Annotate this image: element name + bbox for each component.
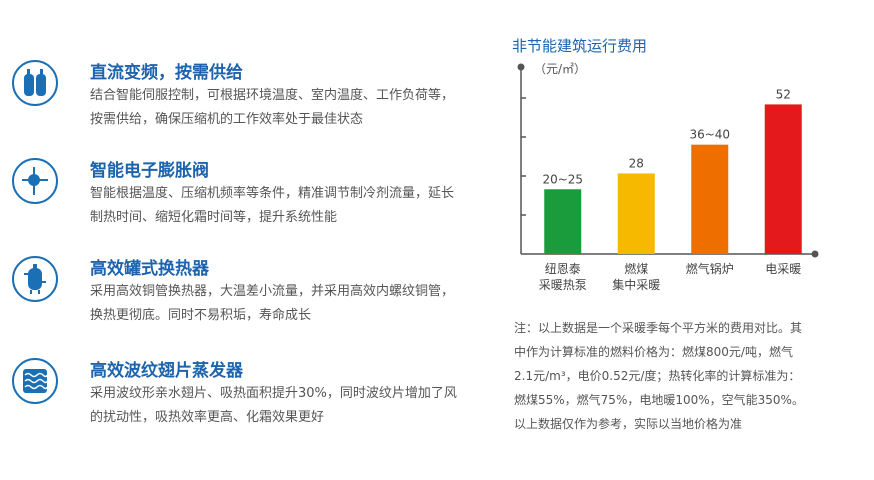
feature-item: 智能电子膨胀阀 智能根据温度、压缩机频率等条件，精准调节制冷剂流量，延长制热时间… [12,156,482,236]
feature-description: 智能根据温度、压缩机频率等条件，精准调节制冷剂流量，延长制热时间、缩短化霜时间等… [90,186,455,225]
evaporator-icon [12,358,58,404]
bar [764,104,802,255]
y-axis-unit: （元/㎡） [534,62,587,76]
feature-description: 结合智能伺服控制，可根据环境温度、室内温度、工作负荷等，按需供给，确保压缩机的工… [90,88,455,127]
compressor-icon [12,60,58,106]
category-label: 采暖热泵 [539,278,587,292]
bar [691,144,729,254]
feature-item: 高效波纹翅片蒸发器 采用波纹形亲水翅片、吸热面积提升30%，同时波纹片增加了风的… [12,356,482,436]
data-label: 36~40 [689,128,730,142]
category-label: 燃气锅炉 [686,261,734,276]
chart-title: 非节能建筑运行费用 [512,37,648,55]
bar [617,173,655,254]
data-label: 20~25 [542,172,583,186]
data-label: 28 [629,156,644,170]
feature-title: 智能电子膨胀阀 [90,161,209,181]
feature-description: 采用波纹形亲水翅片、吸热面积提升30%，同时波纹片增加了风的扰动性，吸热效率更高… [90,386,457,425]
bar [544,189,582,254]
category-label: 集中采暖 [612,277,660,292]
data-label: 52 [776,87,791,101]
feature-item: 直流变频，按需供给 结合智能伺服控制，可根据环境温度、室内温度、工作负荷等，按需… [12,58,482,138]
feature-title: 高效波纹翅片蒸发器 [90,361,243,381]
category-label: 电采暖 [765,262,801,276]
feature-title: 高效罐式换热器 [90,259,209,279]
category-label: 燃煤 [624,261,648,276]
category-label: 纽恩泰 [545,262,581,276]
expansion-valve-icon [12,158,58,204]
x-axis-end-dot [811,250,819,258]
feature-description: 采用高效铜管换热器，大温差小流量，并采用高效内螺纹铜管，换热更彻底。同时不易积垢… [90,284,455,323]
chart-note: 注：以上数据是一个采暖季每个平方米的费用对比。其中作为计算标准的燃料价格为：燃煤… [514,321,804,431]
feature-title: 直流变频，按需供给 [90,63,243,83]
tank-heat-exchanger-icon [12,256,58,302]
feature-item: 高效罐式换热器 采用高效铜管换热器，大温差小流量，并采用高效内螺纹铜管，换热更彻… [12,254,482,334]
y-axis-end-dot [517,63,525,71]
